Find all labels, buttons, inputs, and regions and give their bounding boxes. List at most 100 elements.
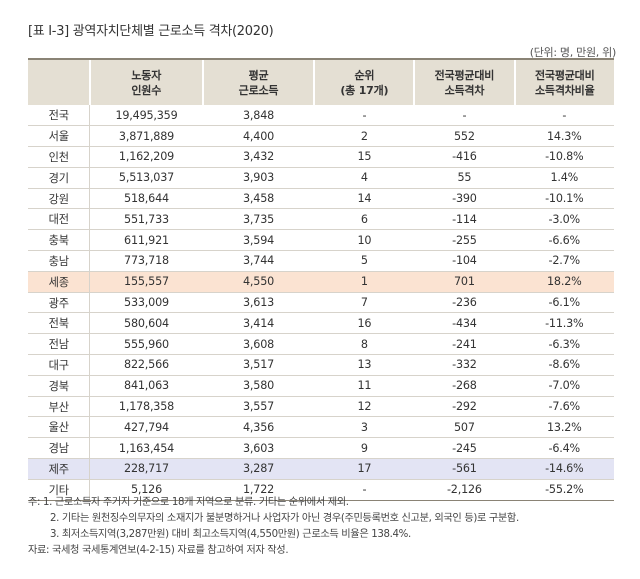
- cell-workers: 555,960: [89, 333, 203, 356]
- cell-workers: 1,163,454: [89, 437, 203, 460]
- table-row: 부산 1,178,358 3,557 12 -292 -7.6%: [28, 396, 614, 418]
- cell-avg-income: 3,848: [202, 105, 315, 127]
- cell-rank: 17: [314, 458, 415, 480]
- cell-rank: 6: [314, 208, 415, 231]
- cell-rank: 7: [314, 292, 415, 314]
- footnote-3: 3. 최저소득지역(3,287만원) 대비 최고소득지역(4,550만원) 근로…: [50, 529, 411, 540]
- cell-workers: 155,557: [89, 271, 203, 293]
- table-row: 서울 3,871,889 4,400 2 552 14.3%: [28, 125, 614, 148]
- header-workers-line: 노동자: [131, 68, 162, 82]
- header-gap-ratio: 전국평균대비 소득격차비율: [513, 58, 614, 105]
- cell-gap: -255: [414, 229, 515, 252]
- cell-gap-ratio: 14.3%: [514, 125, 614, 148]
- cell-workers: 611,921: [89, 229, 203, 252]
- cell-region: 기타: [28, 479, 91, 501]
- cell-gap-ratio: 1.4%: [514, 167, 614, 189]
- cell-gap-ratio: 18.2%: [514, 271, 614, 293]
- header-rank: 순위 (총 17개): [313, 58, 415, 105]
- cell-gap-ratio: -14.6%: [514, 458, 614, 480]
- cell-avg-income: 3,613: [202, 292, 315, 314]
- cell-workers: 3,871,889: [89, 125, 203, 148]
- cell-region: 울산: [28, 416, 91, 439]
- cell-gap: -332: [414, 354, 515, 376]
- cell-region: 제주: [28, 458, 91, 480]
- cell-region: 경남: [28, 437, 91, 460]
- cell-workers: 1,178,358: [89, 396, 203, 418]
- table-row: 세종 155,557 4,550 1 701 18.2%: [28, 271, 614, 293]
- cell-gap-ratio: -7.0%: [514, 375, 614, 397]
- cell-avg-income: 4,400: [202, 125, 315, 148]
- header-avg-income-line: 평균: [248, 68, 269, 82]
- table-body: 전국 19,495,359 3,848- - - 서울 3,871,889 4,400 2 552…: [28, 105, 614, 501]
- header-avg-income-line: 근로소득: [238, 83, 279, 97]
- cell-gap: 701: [414, 271, 515, 293]
- cell-rank: 2: [314, 125, 415, 148]
- header-rank-line: 순위: [354, 68, 375, 82]
- cell-gap-ratio: -6.6%: [514, 229, 614, 252]
- table-row: 전남 555,960 3,608 8 -241 -6.3%: [28, 333, 614, 356]
- cell-gap-ratio: -55.2%: [514, 479, 614, 501]
- cell-avg-income: 3,557: [202, 396, 315, 418]
- cell-region: 세종: [28, 271, 91, 293]
- table-row: 강원 518,644 3,458 14 -390 -10.1%: [28, 188, 614, 210]
- cell-gap: -416: [414, 146, 515, 168]
- cell-gap: -2,126: [414, 479, 515, 501]
- source-note: 자료: 국세청 국세통계연보(4-2-15) 자료를 참고하여 저자 작성.: [28, 545, 289, 556]
- cell-region: 충남: [28, 250, 91, 272]
- table-row: 충남 773,718 3,744 5 -104 -2.7%: [28, 250, 614, 272]
- cell-region: 대전: [28, 208, 91, 231]
- cell-avg-income: 3,517: [202, 354, 315, 376]
- cell-gap-ratio: -: [514, 105, 614, 127]
- cell-region: 광주: [28, 292, 91, 314]
- cell-gap: -292: [414, 396, 515, 418]
- table-row: 울산 427,794 4,356 3 507 13.2%: [28, 416, 614, 439]
- cell-gap-ratio: -7.6%: [514, 396, 614, 418]
- cell-region: 강원: [28, 188, 91, 210]
- cell-rank: 8: [314, 333, 415, 356]
- cell-region: 충북: [28, 229, 91, 252]
- table-row: 충북 611,921 3,594 10 -255 -6.6%: [28, 229, 614, 252]
- header-region: [28, 58, 90, 105]
- cell-workers: 1,162,209: [89, 146, 203, 168]
- cell-workers: 518,644: [89, 188, 203, 210]
- cell-gap: 507: [414, 416, 515, 439]
- cell-region: 전남: [28, 333, 91, 356]
- cell-avg-income: 3,432: [202, 146, 315, 168]
- cell-gap-ratio: -6.1%: [514, 292, 614, 314]
- cell-gap-ratio: -8.6%: [514, 354, 614, 376]
- cell-gap: -114: [414, 208, 515, 231]
- table-row: 광주 533,009 3,613 7 -236 -6.1%: [28, 292, 614, 314]
- table-row: 대전 551,733 3,735 6 -114 -3.0%: [28, 208, 614, 231]
- cell-gap-ratio: -6.3%: [514, 333, 614, 356]
- cell-gap-ratio: -10.8%: [514, 146, 614, 168]
- cell-gap: 55: [414, 167, 515, 189]
- cell-workers: 841,063: [89, 375, 203, 397]
- footnote-2: 2. 기타는 원천징수의무자의 소재지가 불분명하거나 사업자가 아닌 경우(주…: [50, 513, 519, 524]
- cell-gap-ratio: 13.2%: [514, 416, 614, 439]
- header-gap-ratio-line: 소득격차비율: [535, 83, 595, 97]
- cell-rank: 16: [314, 312, 415, 335]
- table-row: 대구 822,566 3,517 13 -332 -8.6%: [28, 354, 614, 376]
- cell-avg-income: 4,356: [202, 416, 315, 439]
- cell-avg-income: 3,735: [202, 208, 315, 231]
- footnote-1: 주: 1. 근로소득자 주거지 기준으로 18개 지역으로 분류. 기타는 순위…: [28, 497, 349, 508]
- cell-rank: 4: [314, 167, 415, 189]
- cell-avg-income: 3,903: [202, 167, 315, 189]
- cell-rank: -: [314, 105, 415, 127]
- cell-workers: 228,717: [89, 458, 203, 480]
- table-row: 경기 5,513,037 3,903 4 55 1.4%: [28, 167, 614, 189]
- cell-rank: 10: [314, 229, 415, 252]
- cell-gap: -104: [414, 250, 515, 272]
- cell-workers: 822,566: [89, 354, 203, 376]
- header-gap-line: 소득격차: [444, 83, 485, 97]
- cell-gap: 552: [414, 125, 515, 148]
- table-row: 전국 19,495,359 3,848- - -: [28, 105, 614, 127]
- cell-gap-ratio: -6.4%: [514, 437, 614, 460]
- cell-rank: 5: [314, 250, 415, 272]
- cell-workers: 19,495,359: [89, 105, 203, 127]
- footnotes: 주: 1. 근로소득자 주거지 기준으로 18개 지역으로 분류. 기타는 순위…: [28, 495, 519, 559]
- cell-gap: -236: [414, 292, 515, 314]
- cell-gap: -390: [414, 188, 515, 210]
- cell-workers: 5,126: [89, 479, 203, 501]
